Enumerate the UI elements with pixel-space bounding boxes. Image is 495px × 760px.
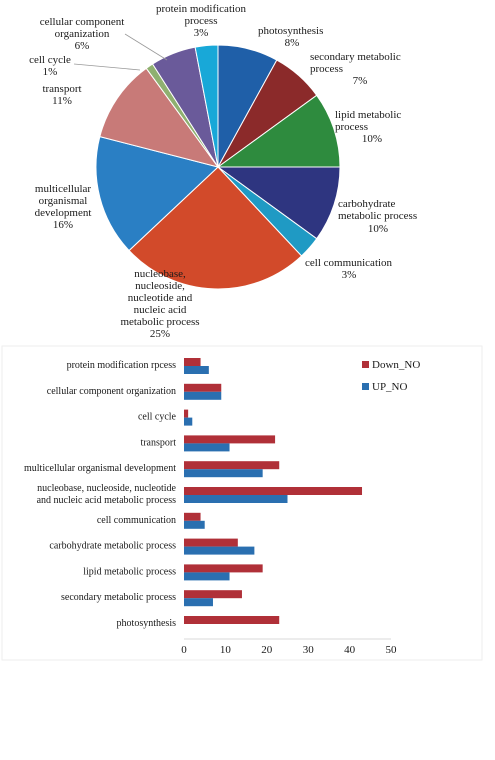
pie-percent-cell-communication: 3% bbox=[342, 269, 357, 281]
pie-label-transport: transport bbox=[42, 83, 81, 95]
pie-label-cell-cycle: cell cycle bbox=[29, 54, 71, 66]
bar-up-no-cellular-component-organizatio bbox=[184, 391, 222, 400]
x-tick-label-0: 0 bbox=[181, 644, 187, 656]
pie-percent-carbohydrate-metabolic-process: 10% bbox=[368, 223, 388, 235]
bar-category-label-secondary-metabolic-process: secondary metabolic process bbox=[61, 592, 176, 603]
bar-down-no-transport bbox=[184, 435, 276, 444]
bar-down-no-photosynthesis bbox=[184, 616, 280, 624]
x-tick-label-10: 10 bbox=[220, 644, 232, 656]
bar-up-no-lipid-metabolic-process bbox=[184, 572, 230, 581]
legend-swatch-down-no bbox=[362, 361, 369, 368]
bar-up-no-cell-communication bbox=[184, 520, 205, 529]
pie-percent-cellular-component-organization: 6% bbox=[75, 40, 90, 52]
pie-slice-transport bbox=[99, 67, 220, 168]
pie-label-photosynthesis: photosynthesis bbox=[258, 25, 323, 37]
pie-slice-multicellular-organismal-development bbox=[95, 136, 220, 252]
bar-category-label-cell-communication: cell communication bbox=[97, 515, 176, 526]
legend-label-up-no: UP_NO bbox=[372, 381, 408, 393]
pie-label-carbohydrate-metabolic-process: carbohydrate metabolic process bbox=[338, 198, 417, 222]
pie-slice-lipid-metabolic-process bbox=[216, 94, 341, 168]
pie-label-cell-communication: cell communication bbox=[305, 257, 393, 269]
bar-up-no-transport bbox=[184, 443, 230, 452]
pie-slice-carbohydrate-metabolic-process bbox=[216, 166, 341, 240]
pie-slice-protein-modification-process bbox=[194, 44, 219, 168]
legend-swatch-up-no bbox=[362, 383, 369, 390]
bar-down-no-cellular-component-organizatio bbox=[184, 383, 222, 392]
bar-down-no-carbohydrate-metabolic-process bbox=[184, 538, 238, 547]
bar-chart: protein modification rpcess cellular comp… bbox=[1, 345, 483, 661]
x-tick-label-30: 30 bbox=[303, 644, 315, 656]
pie-percent-cell-cycle: 1% bbox=[43, 66, 58, 78]
bar-category-label-photosynthesis: photosynthesis bbox=[117, 618, 177, 629]
bar-category-label-carbohydrate-metabolic-process: carbohydrate metabolic process bbox=[49, 541, 176, 552]
bar-down-no-protein-modification-rpcess bbox=[184, 358, 201, 366]
bar-category-label-cell-cycle: cell cycle bbox=[138, 412, 177, 423]
legend-label-down-no: Down_NO bbox=[372, 359, 420, 371]
bar-down-no-nucleobase-nucleoside-nucleoti bbox=[184, 487, 363, 495]
bar-up-no-secondary-metabolic-process bbox=[184, 598, 213, 607]
bar-up-no-nucleobase-nucleoside-nucleoti bbox=[184, 495, 288, 503]
x-tick-label-40: 40 bbox=[344, 644, 356, 656]
x-tick-label-20: 20 bbox=[261, 644, 273, 656]
pie-percent-secondary-metabolic-process: 7% bbox=[353, 75, 368, 87]
bar-category-label-transport: transport bbox=[140, 437, 176, 448]
bar-down-no-multicellular-organismal-devel bbox=[184, 461, 280, 470]
pie-label-multicellular-organismal-development: multicellular organismal development bbox=[35, 183, 92, 219]
pie-percent-nucleobase-nucleoside-nucleotide-and-nucleic-acid-metabolic-process: 25% bbox=[150, 328, 170, 340]
pie-leader-line-cell-cycle bbox=[73, 63, 141, 71]
bar-down-no-cell-cycle bbox=[184, 409, 189, 418]
bar-up-no-cell-cycle bbox=[184, 417, 193, 426]
pie-slice-nucleobase-nucleoside-nucleotide-and-nucleic-acid-metabolic-process bbox=[128, 166, 303, 290]
bar-down-no-cell-communication bbox=[184, 512, 201, 521]
pie-label-protein-modification-process: protein modification process bbox=[156, 3, 247, 27]
pie-percent-transport: 11% bbox=[52, 95, 72, 107]
bar-up-no-protein-modification-rpcess bbox=[184, 366, 209, 374]
pie-percent-multicellular-organismal-development: 16% bbox=[53, 219, 73, 231]
pie-percent-protein-modification-process: 3% bbox=[194, 27, 209, 39]
bar-down-no-secondary-metabolic-process bbox=[184, 590, 242, 599]
pie-label-cellular-component-organization: cellular component organization bbox=[40, 16, 125, 40]
pie-label-lipid-metabolic-process: lipid metabolic process bbox=[335, 109, 401, 133]
bar-down-no-lipid-metabolic-process bbox=[184, 564, 263, 573]
bar-category-label-protein-modification-rpcess: protein modification rpcess bbox=[67, 360, 177, 371]
bar-category-label-lipid-metabolic-process: lipid metabolic process bbox=[83, 566, 176, 577]
pie-percent-photosynthesis: 8% bbox=[285, 37, 300, 49]
pie-label-nucleobase-nucleoside-nucleotide-and-nucleic-acid-metabolic-process: nucleobase, nucleoside, nucleotide and nucl… bbox=[120, 268, 199, 328]
bar-category-label-nucleobase-nucleoside-nucleotide-and-nuc: nucleobase, nucleoside, nucleotide and nu… bbox=[37, 483, 177, 506]
bar-category-label-cellular-component-organization: cellular component organization bbox=[47, 386, 176, 397]
x-tick-label-50: 50 bbox=[386, 644, 398, 656]
pie-label-secondary-metabolic-process: secondary metabolic process bbox=[310, 51, 401, 75]
pie-percent-lipid-metabolic-process: 10% bbox=[362, 133, 382, 145]
bar-up-no-carbohydrate-metabolic-process bbox=[184, 546, 255, 555]
bar-up-no-multicellular-organismal-devel bbox=[184, 469, 263, 478]
pie-leader-line-cellular-component-organization bbox=[124, 33, 168, 61]
bar-category-label-multicellular-organismal-development: multicellular organismal development bbox=[24, 463, 176, 474]
